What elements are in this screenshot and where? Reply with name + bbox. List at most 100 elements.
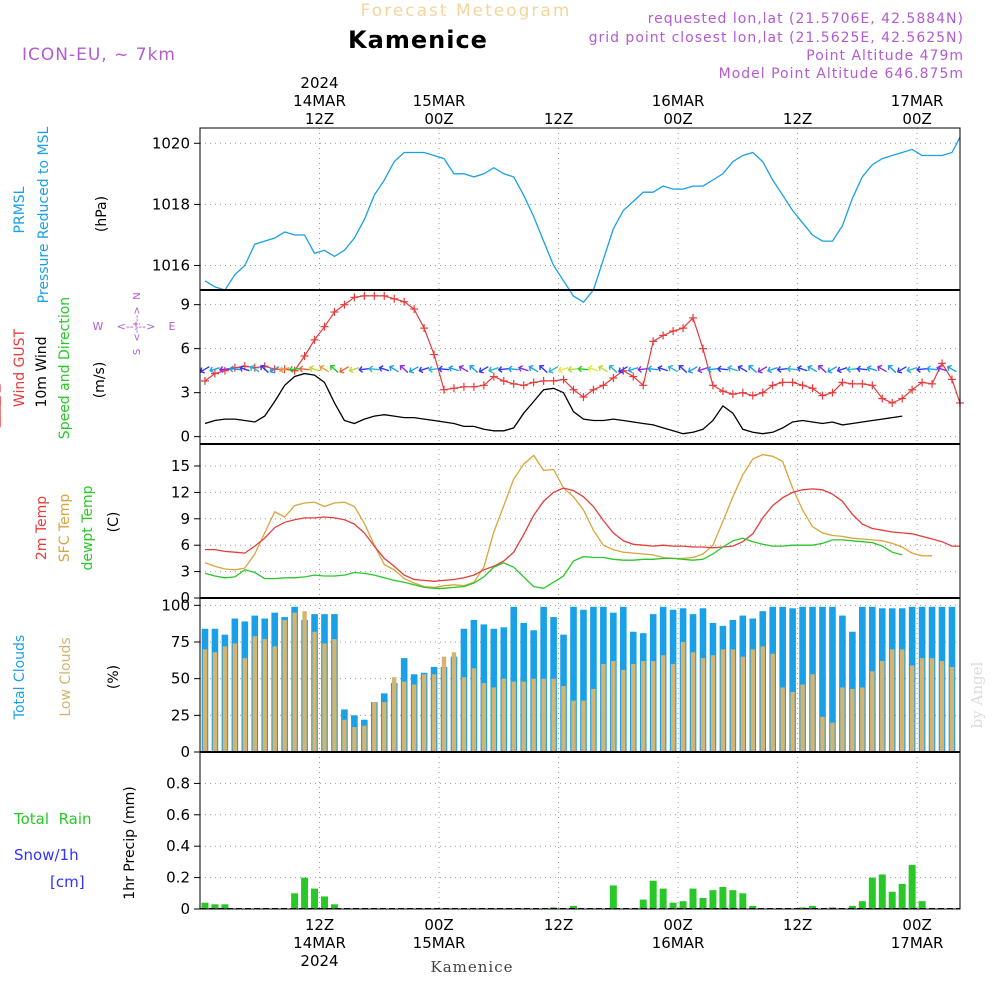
bottom-time-label: 00Z bbox=[663, 916, 692, 934]
wind-direction-arrow bbox=[557, 366, 569, 374]
low-cloud-bar bbox=[202, 649, 208, 752]
total-cloud-bar bbox=[839, 615, 846, 752]
bottom-time-label: 00Z bbox=[902, 916, 931, 934]
low-cloud-bar bbox=[352, 727, 357, 752]
total-cloud-bar bbox=[819, 606, 826, 752]
wind-direction-arrow bbox=[209, 366, 220, 374]
low-cloud-bar bbox=[870, 671, 875, 752]
arrow-head bbox=[926, 365, 931, 373]
arrow-shaft bbox=[219, 367, 230, 371]
temp-2m-line bbox=[205, 487, 960, 582]
arrow-head bbox=[330, 364, 336, 371]
top-time-label: 12Z bbox=[305, 110, 334, 128]
low-cloud-bar bbox=[212, 652, 218, 752]
arrow-head bbox=[637, 365, 642, 373]
arrow-shaft bbox=[498, 367, 509, 371]
arrow-head bbox=[418, 366, 424, 374]
y-tick-label: 0.6 bbox=[166, 806, 190, 824]
wind-direction-arrow bbox=[926, 365, 938, 373]
arrow-shaft bbox=[847, 367, 858, 371]
wind-direction-arrow bbox=[199, 366, 210, 374]
rain-bar bbox=[291, 893, 299, 909]
y-tick-label: 0 bbox=[180, 900, 190, 918]
arrow-head bbox=[348, 366, 354, 374]
arrow-head bbox=[776, 365, 782, 373]
arrow-shaft bbox=[888, 365, 897, 374]
wind-direction-arrow bbox=[269, 366, 280, 374]
arrow-head bbox=[856, 365, 862, 373]
wind-direction-arrow bbox=[647, 365, 659, 373]
wind-direction-arrow bbox=[716, 365, 728, 373]
y-tick-label: 1016 bbox=[152, 257, 190, 275]
arrow-head bbox=[428, 365, 433, 373]
rain-bar bbox=[311, 888, 319, 909]
total-cloud-bar bbox=[829, 606, 836, 752]
rain-bar bbox=[898, 883, 906, 909]
y-tick-label: 0.2 bbox=[166, 869, 190, 887]
point-altitude: Point Altitude 479m bbox=[806, 48, 964, 64]
bottom-time-label: 12Z bbox=[783, 916, 812, 934]
rain-bar bbox=[749, 905, 757, 909]
y-tick-label: 0.4 bbox=[166, 837, 190, 855]
arrow-shaft bbox=[668, 366, 678, 373]
low-cloud-bar bbox=[929, 658, 935, 752]
wind-direction-arrow bbox=[897, 366, 907, 374]
arrow-head bbox=[260, 364, 266, 371]
arrow-shaft bbox=[339, 366, 350, 373]
bottom-time-label: 12Z bbox=[544, 916, 573, 934]
arrow-head bbox=[877, 364, 883, 371]
low-cloud-bar bbox=[411, 684, 417, 752]
arrow-head bbox=[319, 364, 325, 371]
compass-vertical: <--!--> bbox=[132, 306, 143, 341]
credit-watermark: by Angel bbox=[968, 661, 986, 728]
rain-bar bbox=[809, 905, 817, 909]
low-cloud-bar bbox=[710, 655, 716, 752]
y-tick-label: 6 bbox=[180, 536, 190, 554]
low-cloud-bar bbox=[840, 687, 845, 752]
wind-direction-arrow bbox=[488, 366, 499, 374]
wind-gust-marker bbox=[858, 379, 867, 388]
wind-direction-arrow bbox=[448, 365, 459, 372]
compass-east: E bbox=[169, 320, 176, 333]
wind-direction-arrow bbox=[358, 365, 370, 373]
arrow-head bbox=[706, 365, 712, 373]
arrow-shaft bbox=[389, 366, 399, 373]
arrow-shaft bbox=[209, 366, 220, 372]
wind-direction-arrow bbox=[399, 364, 409, 374]
wind-direction-arrow bbox=[678, 364, 688, 374]
wind-direction-arrow bbox=[866, 365, 878, 372]
low-cloud-bar bbox=[690, 652, 696, 752]
wind-direction-arrow bbox=[767, 366, 778, 374]
rain-bar bbox=[799, 907, 807, 909]
wind-direction-arrow bbox=[348, 366, 360, 374]
low-cloud-bar bbox=[262, 639, 267, 752]
wind-gust-marker bbox=[449, 384, 458, 393]
arrow-shaft bbox=[539, 365, 548, 374]
wind-direction-arrow bbox=[528, 364, 539, 373]
arrow-shaft bbox=[239, 366, 250, 372]
wind-gust-marker bbox=[430, 350, 439, 359]
arrow-shaft bbox=[758, 366, 768, 373]
wind-gust-marker bbox=[360, 291, 369, 300]
arrow-head bbox=[218, 365, 224, 373]
wind-gust-marker bbox=[529, 378, 538, 387]
arrow-shaft bbox=[400, 365, 409, 374]
low-cloud-bar bbox=[232, 643, 238, 752]
temp-labels: 2m Temp SFC Temp dewpt Temp (C) bbox=[34, 485, 122, 570]
y-tick-label: 1020 bbox=[152, 134, 190, 152]
wind-gust-marker bbox=[689, 313, 698, 322]
arrow-shaft bbox=[469, 365, 479, 374]
wind-gust-marker bbox=[728, 390, 737, 399]
wind-gust-marker bbox=[370, 291, 379, 300]
y-tick-label: 75 bbox=[171, 633, 190, 651]
arrow-head bbox=[458, 364, 464, 371]
rain-bar bbox=[858, 901, 866, 909]
top-time-label: 00Z bbox=[663, 110, 692, 128]
bottom-time-label: 17MAR bbox=[891, 934, 944, 952]
rain-bar bbox=[301, 877, 309, 909]
y-tick-label: 6 bbox=[180, 340, 190, 358]
temp-dewpt-label: dewpt Temp bbox=[80, 485, 96, 570]
wind-gust-marker bbox=[589, 385, 598, 394]
arrow-shaft bbox=[658, 366, 669, 372]
wind-direction-arrow bbox=[757, 366, 768, 374]
